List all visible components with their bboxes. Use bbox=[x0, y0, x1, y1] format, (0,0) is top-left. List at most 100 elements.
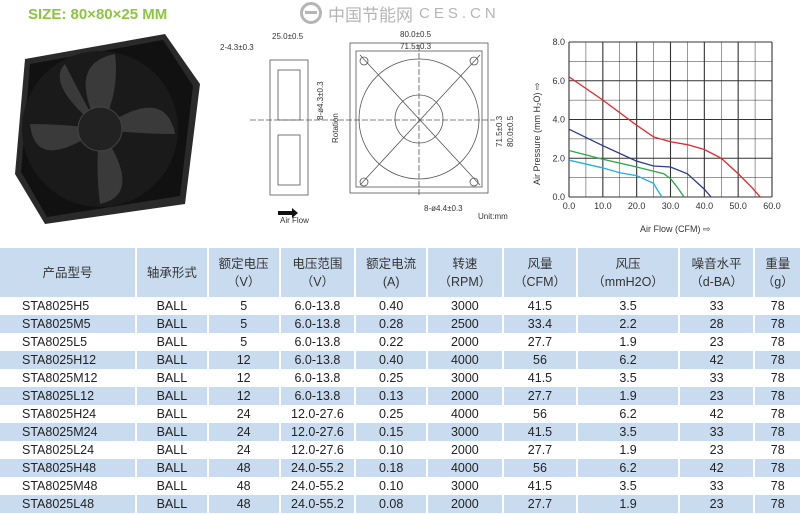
table-cell: 4000 bbox=[426, 351, 503, 369]
column-header: 风量 （CFM） bbox=[501, 248, 578, 297]
table-cell: 0.13 bbox=[354, 387, 428, 405]
x-axis-label: Air Flow (CFM) ⇨ bbox=[640, 224, 711, 234]
table-cell: 23 bbox=[677, 441, 755, 459]
table-cell: BALL bbox=[134, 333, 208, 351]
table-cell: 56 bbox=[501, 351, 578, 369]
dim-outer: 80.0±0.5 bbox=[400, 30, 432, 39]
table-cell: 12 bbox=[206, 387, 280, 405]
table-cell: 1.9 bbox=[576, 495, 679, 513]
column-header-line: 转速 bbox=[452, 256, 478, 271]
table-cell: 0.22 bbox=[354, 333, 428, 351]
table-row: STA8025M24 BALL 24 12.0-27.6 0.15 3000 41.5 3.5… bbox=[0, 423, 800, 441]
dim-inner-v: 71.5±0.3 bbox=[495, 115, 504, 147]
table-row: STA8025H48 BALL 48 24.0-55.2 0.18 4000 56 6.2 42… bbox=[0, 459, 800, 477]
dim-side-holes-v: 8-ø4.3±0.3 bbox=[316, 81, 325, 120]
table-cell: BALL bbox=[134, 423, 208, 441]
table-cell: STA8025M12 bbox=[22, 371, 98, 385]
air-flow-arrow-icon bbox=[278, 208, 298, 218]
table-row: STA8025H12 BALL 12 6.0-13.8 0.40 4000 56 6.2 42 7… bbox=[0, 351, 800, 369]
table-cell: 33 bbox=[677, 477, 755, 495]
table-cell: BALL bbox=[134, 441, 208, 459]
table-cell: 78 bbox=[753, 405, 800, 423]
dim-side-hole: 2-4.3±0.3 bbox=[220, 43, 254, 52]
table-cell: STA8025H12 bbox=[0, 351, 136, 369]
table-cell: 41.5 bbox=[501, 297, 578, 315]
table-cell: 2000 bbox=[426, 333, 503, 351]
table-cell: BALL bbox=[134, 387, 208, 405]
table-row: STA8025L12 BALL 12 6.0-13.8 0.13 2000 27.7 1.9 2… bbox=[0, 387, 800, 405]
table-cell: 78 bbox=[753, 441, 800, 459]
table-cell: 28 bbox=[677, 315, 755, 333]
series-line-l-green bbox=[568, 149, 685, 198]
dim-outer-v: 80.0±0.5 bbox=[506, 115, 515, 147]
table-row: STA8025H5 BALL 5 6.0-13.8 0.40 3000 41.5 3.5 33 7… bbox=[0, 297, 800, 315]
spec-table: 产品型号 轴承形式 额定电压 （V） 电压范围 （V） 额定电流 (A) 转速 （RPM） 风量 （C… bbox=[0, 248, 800, 513]
dim-holes: 8-ø4.4±0.3 bbox=[424, 204, 463, 213]
x-tick-label: 60.0 bbox=[763, 201, 781, 211]
table-cell: STA8025L24 bbox=[22, 443, 95, 457]
y-tick-label: 8.0 bbox=[552, 37, 565, 47]
table-cell: STA8025L12 bbox=[0, 387, 136, 405]
table-cell: BALL bbox=[134, 351, 208, 369]
table-cell: 0.25 bbox=[354, 369, 428, 387]
table-cell: 2000 bbox=[426, 441, 503, 459]
table-cell: 23 bbox=[677, 495, 755, 513]
table-cell: 12 bbox=[206, 369, 280, 387]
table-cell: 2500 bbox=[426, 315, 503, 333]
table-cell: BALL bbox=[134, 405, 208, 423]
unit-label: Unit:mm bbox=[478, 212, 508, 221]
table-cell: 23 bbox=[677, 387, 755, 405]
table-cell: BALL bbox=[134, 369, 208, 387]
column-header-line: （V） bbox=[227, 274, 261, 289]
table-cell: 5 bbox=[206, 333, 280, 351]
column-header-line: （CFM） bbox=[513, 274, 567, 289]
column-header-line: 产品型号 bbox=[42, 265, 93, 280]
table-cell: 6.0-13.8 bbox=[278, 387, 356, 405]
column-header: 风压 （mmH2O） bbox=[576, 248, 679, 297]
column-header-line: 额定电流 bbox=[366, 256, 417, 271]
table-cell: 48 bbox=[206, 477, 280, 495]
table-cell: 27.7 bbox=[501, 387, 578, 405]
table-cell: 6.0-13.8 bbox=[278, 333, 356, 351]
column-header: 轴承形式 bbox=[134, 248, 208, 297]
table-cell: 2.2 bbox=[576, 315, 679, 333]
table-cell: 6.2 bbox=[576, 405, 679, 423]
table-cell: 3.5 bbox=[576, 369, 679, 387]
dimension-drawing: 25.0±0.5 2-4.3±0.3 8-ø4.3±0.3 Air Flow R… bbox=[220, 30, 515, 225]
table-cell: 2000 bbox=[426, 387, 503, 405]
table-cell: 12 bbox=[206, 351, 280, 369]
watermark: 中国节能网 CES.CN bbox=[300, 1, 500, 25]
column-header: 产品型号 bbox=[0, 248, 136, 297]
column-header-line: （mmH2O） bbox=[592, 274, 664, 289]
size-title: SIZE: 80×80×25 MM bbox=[28, 6, 168, 23]
table-cell: 42 bbox=[677, 351, 755, 369]
table-row: STA8025L48 BALL 48 24.0-55.2 0.08 2000 27.7 1.9… bbox=[0, 495, 800, 513]
column-header-line: （g） bbox=[761, 274, 794, 289]
column-header: 重量 （g） bbox=[753, 248, 800, 297]
table-cell: 12.0-27.6 bbox=[278, 441, 356, 459]
table-cell: 6.0-13.8 bbox=[278, 351, 356, 369]
table-cell: 78 bbox=[753, 297, 800, 315]
table-cell: 12.0-27.6 bbox=[278, 423, 356, 441]
table-row: STA8025L5 BALL 5 6.0-13.8 0.22 2000 27.7 1.9 23 7… bbox=[0, 333, 800, 351]
y-tick-label: 6.0 bbox=[552, 76, 565, 86]
table-cell: 1.9 bbox=[576, 441, 679, 459]
table-row: STA8025H24 BALL 24 12.0-27.6 0.25 4000 56 6.2 42… bbox=[0, 405, 800, 423]
x-tick-label: 10.0 bbox=[594, 201, 612, 211]
table-cell: 2000 bbox=[426, 495, 503, 513]
table-row: STA8025M5 BALL 5 6.0-13.8 0.28 2500 33.4 2.2 28 7… bbox=[0, 315, 800, 333]
table-row: STA8025L24 BALL 24 12.0-27.6 0.10 2000 27.7 1.9… bbox=[0, 441, 800, 459]
table-cell: 24 bbox=[206, 405, 280, 423]
y-tick-label: 0.0 bbox=[552, 192, 565, 202]
table-cell: 6.0-13.8 bbox=[278, 315, 356, 333]
table-cell: BALL bbox=[134, 315, 208, 333]
table-row: STA8025M48 BALL 48 24.0-55.2 0.10 3000 41.5 3.5… bbox=[0, 477, 800, 495]
table-cell: 1.9 bbox=[576, 387, 679, 405]
table-cell: 12.0-27.6 bbox=[278, 405, 356, 423]
table-cell: 78 bbox=[753, 459, 800, 477]
table-cell: 0.10 bbox=[354, 441, 428, 459]
table-cell: 24.0-55.2 bbox=[278, 477, 356, 495]
table-cell: 24.0-55.2 bbox=[278, 459, 356, 477]
fan-photo bbox=[15, 34, 200, 224]
table-cell: 27.7 bbox=[501, 495, 578, 513]
